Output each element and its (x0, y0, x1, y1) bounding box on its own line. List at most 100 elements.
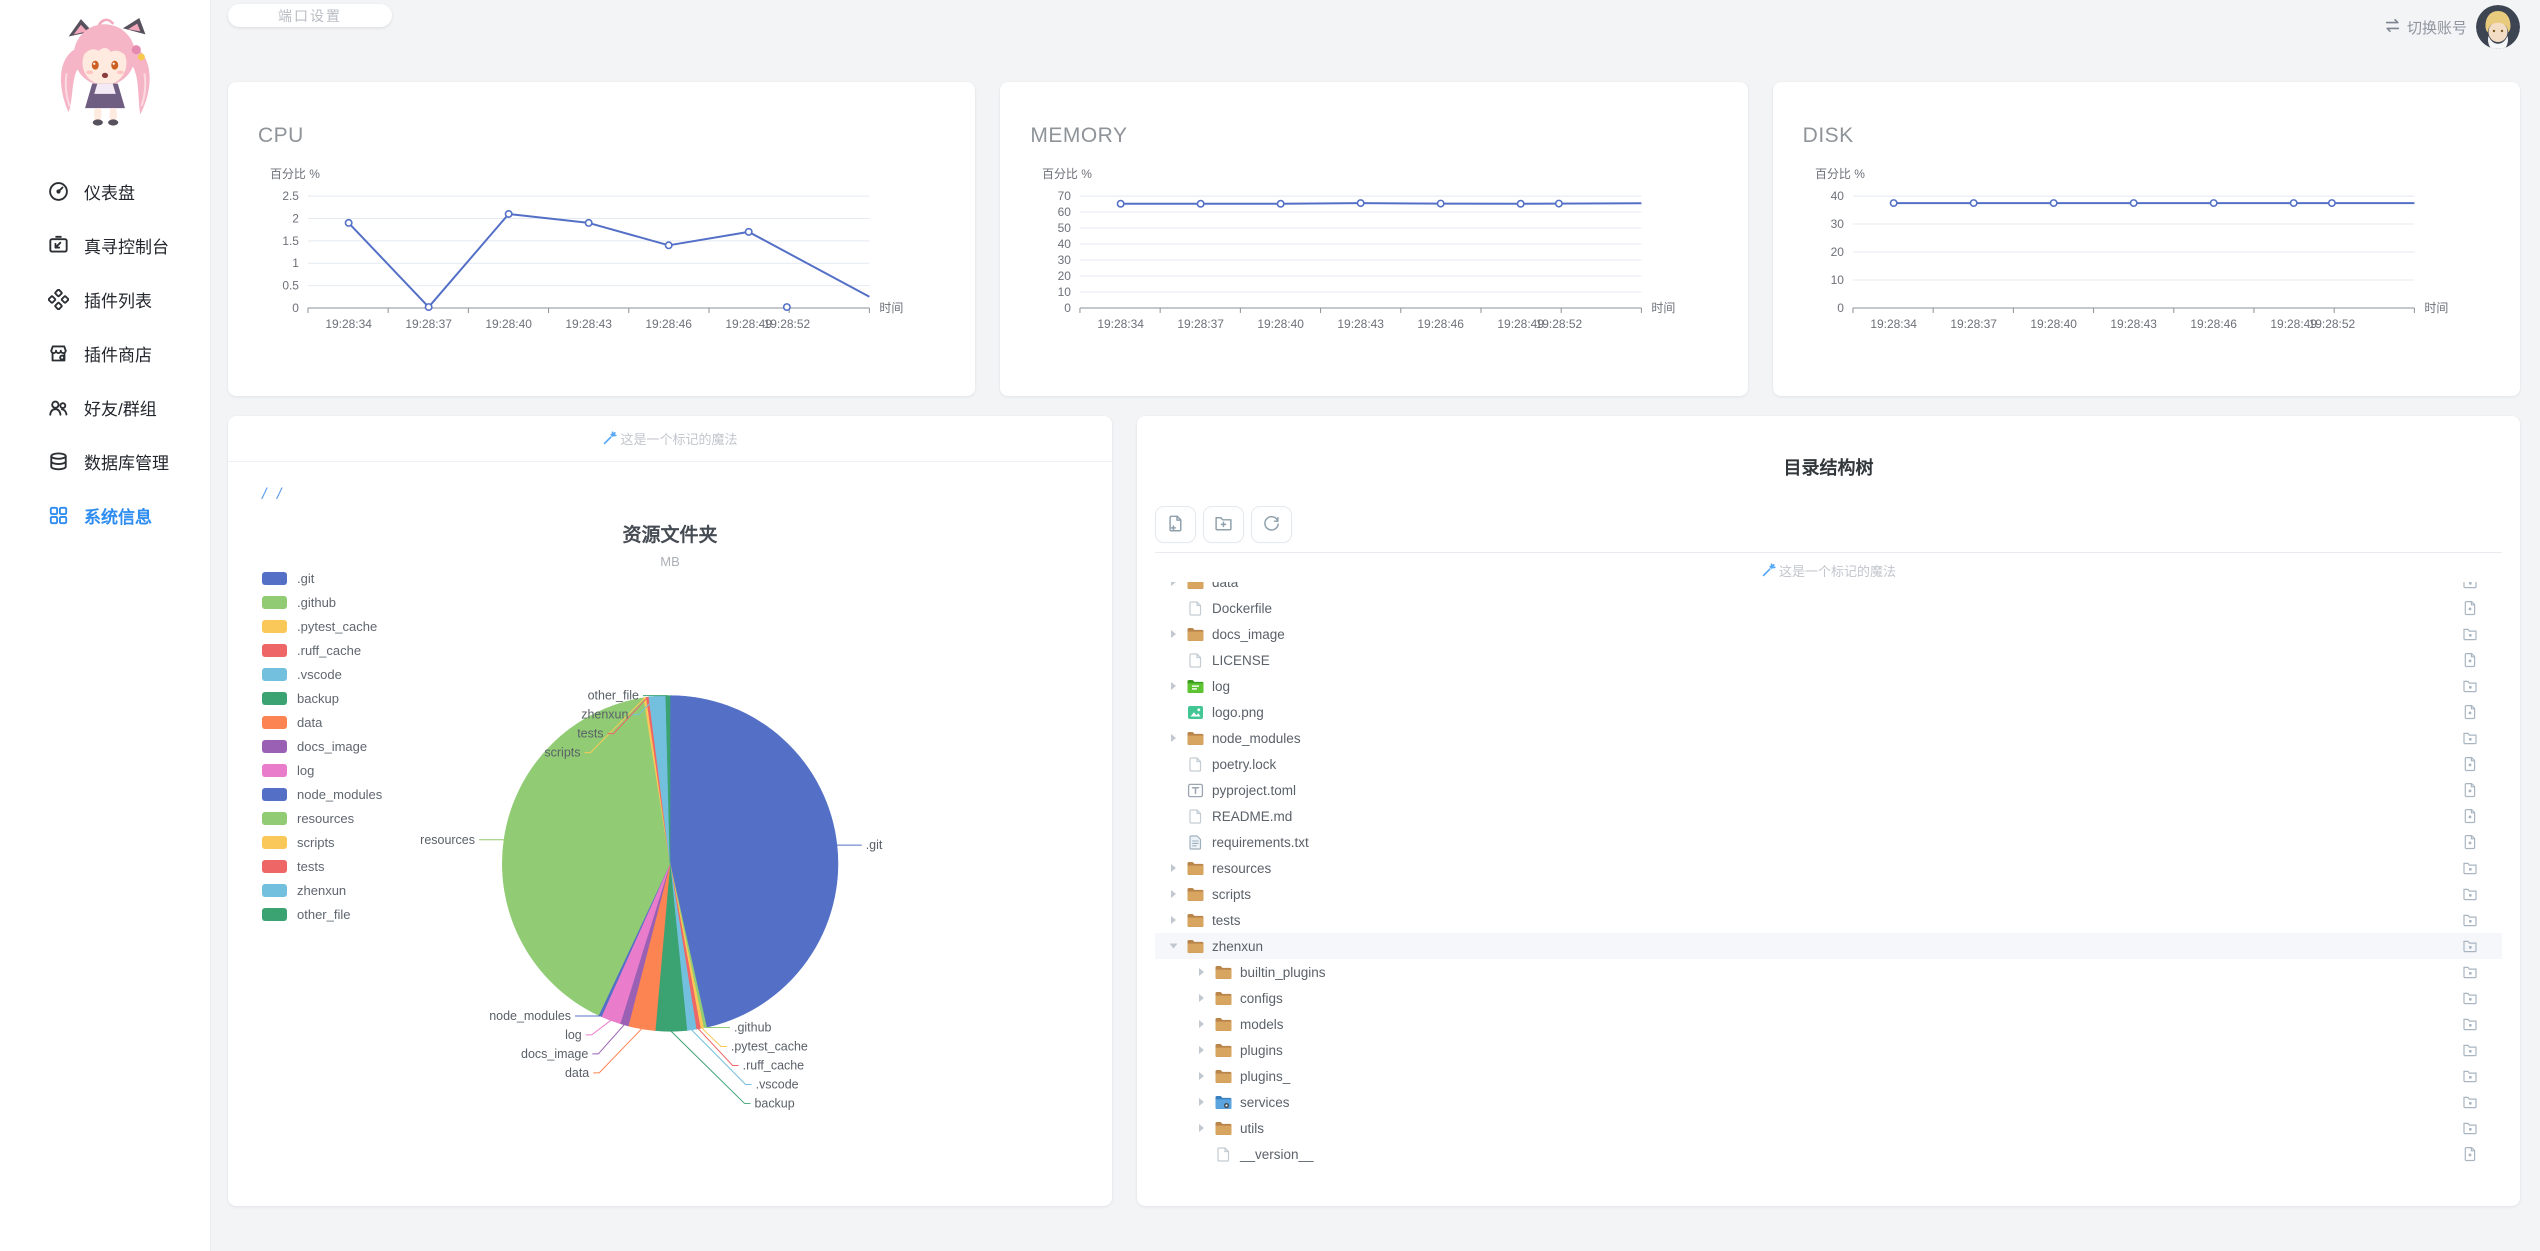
folder-locate-icon[interactable] (2462, 678, 2478, 694)
pie-label: node_modules (489, 1009, 571, 1023)
legend-item[interactable]: docs_image (262, 734, 382, 758)
disk-card: DISK 百分比 % 0 10 20 30 40 时间 19:28:34 19:28:37 19:… (1772, 82, 2520, 396)
tree-row[interactable]: data (1155, 582, 2502, 595)
caret-right-icon[interactable] (1193, 1046, 1209, 1054)
tree-row[interactable]: resources (1155, 855, 2502, 881)
legend-item[interactable]: other_file (262, 902, 382, 926)
new-file-button[interactable] (1155, 506, 1196, 543)
tree-row[interactable]: node_modules (1155, 725, 2502, 751)
folder-locate-icon[interactable] (2462, 582, 2478, 590)
tree-row[interactable]: poetry.lock (1155, 751, 2502, 777)
new-folder-button[interactable] (1203, 506, 1244, 543)
caret-right-icon[interactable] (1165, 630, 1181, 638)
legend-item[interactable]: backup (262, 686, 382, 710)
legend-item[interactable]: .pytest_cache (262, 614, 382, 638)
data-point-marker (424, 303, 433, 312)
file-locate-icon[interactable] (2462, 704, 2478, 720)
file-locate-icon[interactable] (2462, 782, 2478, 798)
caret-down-icon[interactable] (1165, 942, 1181, 950)
tree-scroll-area[interactable]: data Dockerfile docs_image LICENSE log logo.p… (1155, 582, 2502, 1190)
sidebar-item-plugin-list[interactable]: 插件列表 (0, 272, 210, 326)
sidebar-item-friends-groups[interactable]: 好友/群组 (0, 380, 210, 434)
breadcrumb[interactable]: / / (262, 486, 285, 503)
tree-row[interactable]: Dockerfile (1155, 595, 2502, 621)
folder-locate-icon[interactable] (2462, 860, 2478, 876)
folder-locate-icon[interactable] (2462, 626, 2478, 642)
tree-row[interactable]: models (1155, 1011, 2502, 1037)
file-locate-icon[interactable] (2462, 808, 2478, 824)
port-settings-button[interactable]: 端口设置 (228, 4, 392, 27)
folder-locate-icon[interactable] (2462, 886, 2478, 902)
tree-row[interactable]: configs (1155, 985, 2502, 1011)
sidebar-item-plugin-store[interactable]: 插件商店 (0, 326, 210, 380)
folder-locate-icon[interactable] (2462, 1094, 2478, 1110)
sidebar-item-database[interactable]: 数据库管理 (0, 434, 210, 488)
legend-item[interactable]: .git (262, 566, 382, 590)
caret-right-icon[interactable] (1165, 582, 1181, 586)
caret-right-icon[interactable] (1193, 1072, 1209, 1080)
folder-locate-icon[interactable] (2462, 964, 2478, 980)
tree-item-name: scripts (1212, 886, 1252, 902)
file-locate-icon[interactable] (2462, 1146, 2478, 1162)
tree-row[interactable]: zhenxun (1155, 933, 2502, 959)
caret-right-icon[interactable] (1193, 968, 1209, 976)
legend-label: zhenxun (297, 882, 347, 898)
file-locate-icon[interactable] (2462, 834, 2478, 850)
data-point-marker (744, 227, 753, 236)
legend-item[interactable]: resources (262, 806, 382, 830)
caret-right-icon[interactable] (1193, 994, 1209, 1002)
caret-right-icon[interactable] (1165, 682, 1181, 690)
folder-locate-icon[interactable] (2462, 730, 2478, 746)
file-locate-icon[interactable] (2462, 600, 2478, 616)
sidebar-item-system-info[interactable]: 系统信息 (0, 488, 210, 542)
folder-locate-icon[interactable] (2462, 1068, 2478, 1084)
caret-right-icon[interactable] (1165, 734, 1181, 742)
tree-row[interactable]: LICENSE (1155, 647, 2502, 673)
file-locate-icon[interactable] (2462, 652, 2478, 668)
legend-item[interactable]: scripts (262, 830, 382, 854)
folder-locate-icon[interactable] (2462, 1120, 2478, 1136)
folder-locate-icon[interactable] (2462, 938, 2478, 954)
legend-item[interactable]: node_modules (262, 782, 382, 806)
caret-right-icon[interactable] (1193, 1124, 1209, 1132)
tree-row[interactable]: README.md (1155, 803, 2502, 829)
sidebar-item-dashboard[interactable]: 仪表盘 (0, 164, 210, 218)
tree-row[interactable]: requirements.txt (1155, 829, 2502, 855)
tree-row[interactable]: tests (1155, 907, 2502, 933)
switch-account-button[interactable]: 切换账号 (2384, 17, 2467, 38)
tree-row[interactable]: services (1155, 1089, 2502, 1115)
avatar[interactable] (2476, 5, 2520, 49)
tree-row[interactable]: scripts (1155, 881, 2502, 907)
folder-locate-icon[interactable] (2462, 1042, 2478, 1058)
legend-item[interactable]: data (262, 710, 382, 734)
pie-slice[interactable] (502, 697, 671, 1016)
tree-row[interactable]: __version__ (1155, 1141, 2502, 1167)
tree-row[interactable]: log (1155, 673, 2502, 699)
tree-row[interactable]: logo.png (1155, 699, 2502, 725)
caret-right-icon[interactable] (1193, 1098, 1209, 1106)
tree-row[interactable]: plugins_ (1155, 1063, 2502, 1089)
tree-row[interactable]: builtin_plugins (1155, 959, 2502, 985)
sidebar-item-console[interactable]: 真寻控制台 (0, 218, 210, 272)
caret-right-icon[interactable] (1165, 864, 1181, 872)
legend-item[interactable]: log (262, 758, 382, 782)
legend-item[interactable]: .vscode (262, 662, 382, 686)
folder-locate-icon[interactable] (2462, 912, 2478, 928)
tree-row[interactable]: pyproject.toml (1155, 777, 2502, 803)
tree-row[interactable]: utils (1155, 1115, 2502, 1141)
cpu-card: CPU 百分比 % 0 0.5 1 1.5 2 2.5 时间 19:28:34 19:28:37 1… (228, 82, 976, 396)
folder-locate-icon[interactable] (2462, 1016, 2478, 1032)
caret-right-icon[interactable] (1165, 890, 1181, 898)
file-locate-icon[interactable] (2462, 756, 2478, 772)
refresh-button[interactable] (1251, 506, 1292, 543)
legend-item[interactable]: .ruff_cache (262, 638, 382, 662)
legend-item[interactable]: .github (262, 590, 382, 614)
caret-right-icon[interactable] (1193, 1020, 1209, 1028)
tree-row[interactable]: plugins (1155, 1037, 2502, 1063)
tree-row[interactable]: docs_image (1155, 621, 2502, 647)
legend-item[interactable]: tests (262, 854, 382, 878)
legend-item[interactable]: zhenxun (262, 878, 382, 902)
caret-right-icon[interactable] (1165, 916, 1181, 924)
folder-locate-icon[interactable] (2462, 990, 2478, 1006)
folder-icon (1187, 731, 1204, 746)
